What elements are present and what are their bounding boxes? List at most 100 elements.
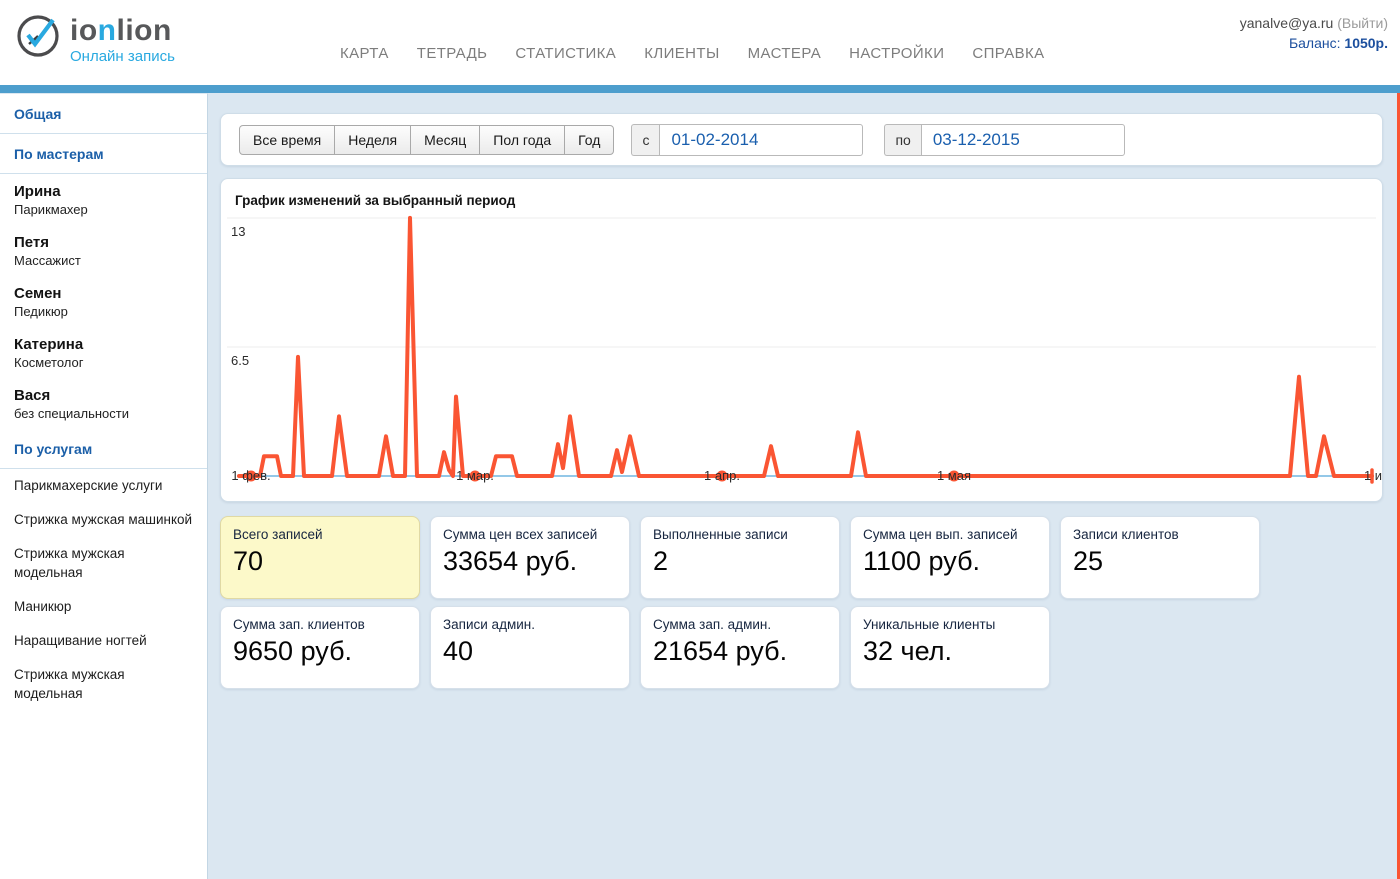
x-axis-label: 1 и <box>1363 468 1383 483</box>
stat-label: Сумма цен вып. записей <box>863 527 1018 542</box>
stat-label: Сумма зап. клиентов <box>233 617 365 632</box>
sidebar-item-by-services[interactable]: По услугам <box>0 429 207 469</box>
logo[interactable]: ionlion Онлайн запись <box>14 12 175 65</box>
sidebar-item-service[interactable]: Наращивание ногтей <box>14 633 147 649</box>
logo-tagline: Онлайн запись <box>70 48 175 65</box>
date-from-group: с <box>631 123 864 156</box>
x-axis-label: 1 мая <box>936 468 972 483</box>
x-axis-label: 1 апр. <box>704 468 740 483</box>
sidebar-item-service[interactable]: Стрижка мужская модельная <box>14 546 125 580</box>
stat-value: 9650 руб. <box>233 635 353 666</box>
nav-item-clients[interactable]: КЛИЕНТЫ <box>644 45 720 62</box>
stat-value: 21654 руб. <box>653 635 788 666</box>
sidebar-item-master[interactable]: Вася без специальности <box>0 378 207 429</box>
stat-card-admin-records[interactable]: Записи админ. 40 <box>430 606 630 689</box>
account-block: yanalve@ya.ru (Выйти) Баланс: 1050р. <box>1240 14 1388 53</box>
stat-value: 32 чел. <box>863 635 952 666</box>
logo-wordmark: ionlion <box>70 14 172 47</box>
stat-label: Всего записей <box>233 527 323 542</box>
stat-value: 33654 руб. <box>443 545 578 576</box>
sidebar-item-master[interactable]: Петя Массажист <box>0 225 207 276</box>
nav-item-map[interactable]: КАРТА <box>340 45 389 62</box>
period-button-group: Все время Неделя Месяц Пол года Год <box>239 124 615 155</box>
logout-link[interactable]: (Выйти) <box>1337 15 1388 31</box>
stat-card-completed-records[interactable]: Выполненные записи 2 <box>640 516 840 599</box>
x-axis-label: 1 фев. <box>231 468 271 483</box>
stat-card-unique-clients[interactable]: Уникальные клиенты 32 чел. <box>850 606 1050 689</box>
sidebar-item-general[interactable]: Общая <box>0 94 207 134</box>
nav-item-masters[interactable]: МАСТЕРА <box>747 45 822 62</box>
main-content: Все время Неделя Месяц Пол года Год с по… <box>208 93 1400 879</box>
stats-row-2: Сумма зап. клиентов 9650 руб. Записи адм… <box>220 606 1383 689</box>
nav-item-settings[interactable]: НАСТРОЙКИ <box>849 45 945 62</box>
stat-value: 2 <box>653 545 669 576</box>
master-name: Катерина <box>14 336 84 353</box>
stat-label: Записи клиентов <box>1073 527 1179 542</box>
filter-panel: Все время Неделя Месяц Пол года Год с по <box>220 113 1383 166</box>
header-accent-bar <box>0 85 1400 93</box>
stat-label: Сумма цен всех записей <box>443 527 598 542</box>
master-name: Ирина <box>14 183 61 200</box>
date-to-label: по <box>884 123 921 156</box>
master-role: Парикмахер <box>14 202 88 217</box>
chart-area: 13 6.5 1 фев. 1 мар. 1 апр. 1 мая 1 и <box>227 210 1382 501</box>
nav-item-help[interactable]: СПРАВКА <box>972 45 1045 62</box>
stat-card-admin-sum[interactable]: Сумма зап. админ. 21654 руб. <box>640 606 840 689</box>
main-nav: КАРТА ТЕТРАДЬ СТАТИСТИКА КЛИЕНТЫ МАСТЕРА… <box>340 45 1045 62</box>
master-name: Семен <box>14 285 62 302</box>
app-header: ionlion Онлайн запись КАРТА ТЕТРАДЬ СТАТ… <box>0 0 1400 85</box>
sidebar-item-master[interactable]: Семен Педикюр <box>0 276 207 327</box>
sidebar-item-master[interactable]: Ирина Парикмахер <box>0 174 207 225</box>
filter-button-week[interactable]: Неделя <box>334 124 412 155</box>
stat-card-total-records[interactable]: Всего записей 70 <box>220 516 420 599</box>
account-email: yanalve@ya.ru <box>1239 15 1334 31</box>
sidebar-item-service[interactable]: Стрижка мужская модельная <box>14 667 125 701</box>
balance-value: 1050р. <box>1344 34 1388 51</box>
sidebar: Общая По мастерам Ирина Парикмахер Петя … <box>0 93 208 879</box>
stat-value: 70 <box>233 545 264 576</box>
stat-label: Уникальные клиенты <box>863 617 996 632</box>
filter-button-half-year[interactable]: Пол года <box>479 124 566 155</box>
y-axis-label: 13 <box>231 223 246 239</box>
stat-label: Записи админ. <box>443 617 535 632</box>
stat-value: 1100 руб. <box>863 545 981 576</box>
stat-label: Выполненные записи <box>653 527 788 542</box>
nav-item-notebook[interactable]: ТЕТРАДЬ <box>416 45 488 62</box>
date-from-label: с <box>631 123 660 156</box>
stat-card-client-records[interactable]: Записи клиентов 25 <box>1060 516 1260 599</box>
master-role: Массажист <box>14 253 81 268</box>
account-balance: Баланс: 1050р. <box>1240 34 1388 54</box>
sidebar-item-service[interactable]: Стрижка мужская машинкой <box>14 512 193 528</box>
stat-label: Сумма зап. админ. <box>653 617 772 632</box>
sidebar-item-service[interactable]: Парикмахерские услуги <box>14 478 163 493</box>
stat-value: 40 <box>443 635 474 666</box>
chart-title: График изменений за выбранный период <box>235 193 516 208</box>
clock-logo-icon <box>17 15 59 57</box>
sidebar-item-by-masters[interactable]: По мастерам <box>0 134 207 174</box>
date-to-input[interactable] <box>920 123 1125 156</box>
filter-button-all-time[interactable]: Все время <box>239 124 336 155</box>
master-role: Косметолог <box>14 355 84 370</box>
balance-label: Баланс: <box>1288 34 1341 51</box>
sidebar-item-master[interactable]: Катерина Косметолог <box>0 327 207 378</box>
trend-chart-svg <box>227 215 1376 484</box>
x-axis-label: 1 мар. <box>456 468 494 483</box>
edge-accent-strip <box>1397 93 1400 879</box>
master-role: Педикюр <box>14 304 68 319</box>
stat-card-completed-price[interactable]: Сумма цен вып. записей 1100 руб. <box>850 516 1050 599</box>
y-axis-label: 6.5 <box>231 352 250 368</box>
chart-panel: График изменений за выбранный период 13 6… <box>220 178 1383 502</box>
stat-card-client-sum[interactable]: Сумма зап. клиентов 9650 руб. <box>220 606 420 689</box>
date-to-group: по <box>884 123 1125 156</box>
master-name: Вася <box>14 387 51 404</box>
master-name: Петя <box>14 234 50 251</box>
stat-card-total-price[interactable]: Сумма цен всех записей 33654 руб. <box>430 516 630 599</box>
filter-button-month[interactable]: Месяц <box>410 124 481 155</box>
account-email-line: yanalve@ya.ru (Выйти) <box>1240 14 1388 34</box>
stats-row-1: Всего записей 70 Сумма цен всех записей … <box>220 516 1383 599</box>
sidebar-item-service[interactable]: Маникюр <box>14 598 72 614</box>
filter-button-year[interactable]: Год <box>564 124 615 155</box>
master-role: без специальности <box>14 406 130 421</box>
date-from-input[interactable] <box>659 123 864 156</box>
nav-item-statistics[interactable]: СТАТИСТИКА <box>515 45 617 62</box>
